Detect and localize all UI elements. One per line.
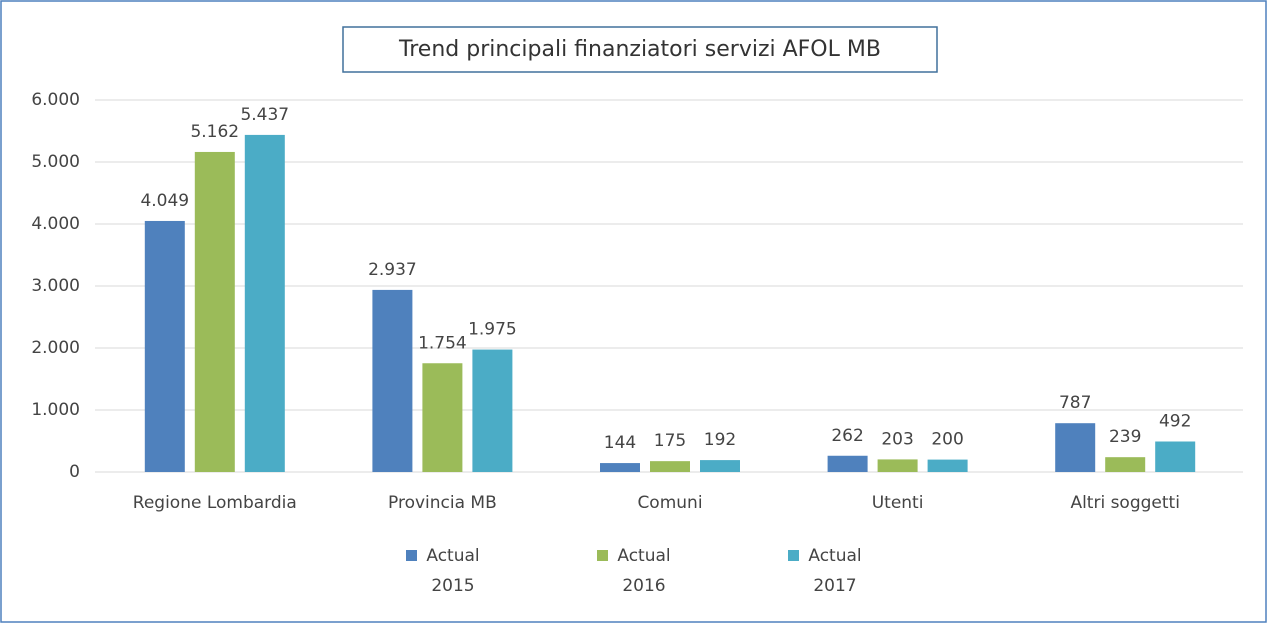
y-tick-label: 6.000 xyxy=(31,90,80,110)
data-label: 175 xyxy=(654,431,686,451)
bar xyxy=(700,460,740,472)
legend-swatch xyxy=(597,550,608,561)
data-label: 192 xyxy=(704,430,736,450)
legend-label: Actual 2017 xyxy=(808,546,862,596)
data-label: 5.162 xyxy=(190,122,239,142)
x-tick-label: Altri soggetti xyxy=(1070,493,1180,513)
x-tick-label: Regione Lombardia xyxy=(133,493,297,513)
data-label: 4.049 xyxy=(140,191,189,211)
bar xyxy=(472,349,513,472)
data-label: 262 xyxy=(831,426,863,446)
title-box xyxy=(342,26,938,73)
bar xyxy=(827,455,868,472)
y-tick-label: 4.000 xyxy=(31,214,80,234)
y-tick-label: 0 xyxy=(69,462,80,482)
x-tick-label: Comuni xyxy=(637,493,702,513)
legend-label: Actual 2016 xyxy=(617,546,671,596)
data-label: 239 xyxy=(1109,427,1141,447)
x-tick-label: Utenti xyxy=(872,493,924,513)
data-label: 203 xyxy=(881,429,913,449)
bar xyxy=(1105,457,1146,472)
bar xyxy=(194,151,235,472)
y-tick-label: 5.000 xyxy=(31,152,80,172)
data-label: 1.975 xyxy=(468,320,517,340)
legend-swatch xyxy=(788,550,799,561)
bar xyxy=(650,461,690,472)
y-tick-label: 3.000 xyxy=(31,276,80,296)
bar xyxy=(877,459,918,472)
bar xyxy=(1055,423,1096,472)
x-tick-label: Provincia MB xyxy=(388,493,497,513)
data-label: 144 xyxy=(604,433,636,453)
bar xyxy=(600,463,640,472)
data-label: 1.754 xyxy=(418,333,467,353)
legend-label: Actual 2015 xyxy=(426,546,480,596)
data-label: 492 xyxy=(1159,411,1191,431)
bar xyxy=(144,220,185,472)
bar xyxy=(927,459,968,472)
data-label: 787 xyxy=(1059,393,1091,413)
bar xyxy=(244,134,285,472)
y-tick-label: 2.000 xyxy=(31,338,80,358)
y-tick-label: 1.000 xyxy=(31,400,80,420)
bar xyxy=(422,363,463,472)
legend-swatch xyxy=(406,550,417,561)
data-label: 200 xyxy=(931,430,963,450)
data-label: 2.937 xyxy=(368,260,417,280)
data-label: 5.437 xyxy=(240,105,289,125)
bar xyxy=(1155,441,1196,472)
chart-title: Trend principali finanziatori servizi AF… xyxy=(398,37,881,62)
bar xyxy=(372,289,413,472)
